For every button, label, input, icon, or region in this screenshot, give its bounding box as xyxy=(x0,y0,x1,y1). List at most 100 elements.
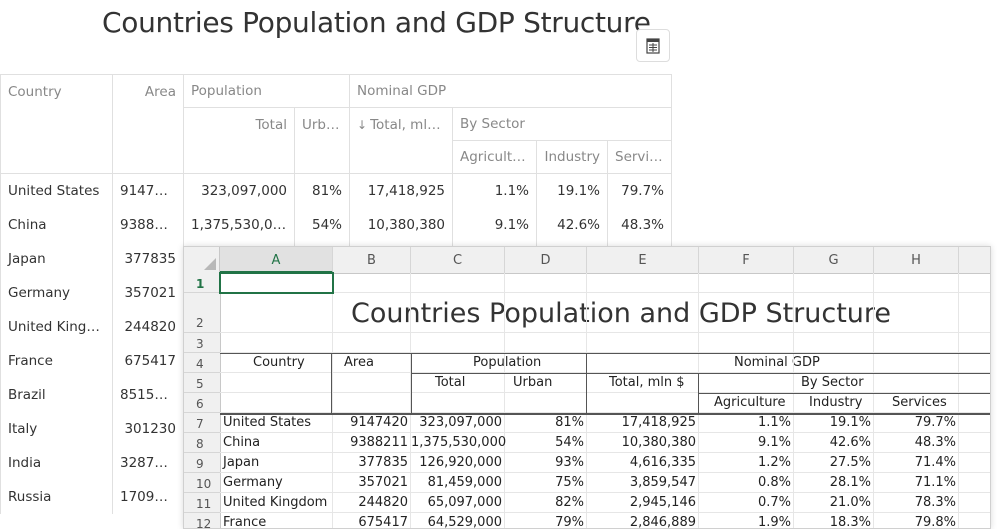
table-row[interactable]: China 9388211 1,375,530,000 54% 10,380,380 9.… xyxy=(0,207,672,242)
grid-cell-area[interactable]: 9388211 xyxy=(112,207,184,242)
sheet-cell[interactable]: 9388211 xyxy=(350,435,408,450)
column-header-country[interactable]: Country xyxy=(0,74,113,174)
grid-cell-country[interactable]: India xyxy=(0,445,113,480)
sheet-cell[interactable]: 675417 xyxy=(358,515,408,529)
sheet-cell[interactable]: 2,846,889 xyxy=(629,515,696,529)
sheet-cell[interactable]: 9147420 xyxy=(350,415,408,430)
column-header-total[interactable]: Total xyxy=(183,107,295,174)
column-header-c[interactable]: C xyxy=(411,247,505,273)
sheet-cell[interactable]: 79% xyxy=(555,515,584,529)
grid-cell-country[interactable]: France xyxy=(0,343,113,378)
sheet-cell[interactable]: 4,616,335 xyxy=(629,455,696,470)
grid-cell-ind[interactable]: 19.1% xyxy=(536,173,608,208)
sheet-cell[interactable]: 10,380,380 xyxy=(621,435,696,450)
sheet-cell[interactable]: 79.7% xyxy=(914,415,956,430)
column-header-services[interactable]: Services xyxy=(606,140,672,174)
column-header-g[interactable]: G xyxy=(794,247,874,273)
grid-cell-country[interactable]: Germany xyxy=(0,275,113,310)
sheet-cell[interactable]: 17,418,925 xyxy=(621,415,696,430)
grid-cell-agr[interactable]: 1.1% xyxy=(452,173,537,208)
sheet-cell[interactable]: 244820 xyxy=(358,495,408,510)
row-header-10[interactable]: 10 xyxy=(184,473,220,493)
grid-cell-country[interactable]: Brazil xyxy=(0,377,113,412)
sheet-cell[interactable]: 9.1% xyxy=(757,435,791,450)
sheet-cell[interactable]: 1.1% xyxy=(757,415,791,430)
sheet-cell[interactable]: 377835 xyxy=(358,455,408,470)
grid-cell-country[interactable]: United Kingd... xyxy=(0,309,113,344)
grid-cell-country[interactable]: Japan xyxy=(0,241,113,276)
sheet-cell[interactable]: 3,859,547 xyxy=(629,475,696,490)
row-header-3[interactable]: 3 xyxy=(184,333,220,353)
column-header-area[interactable]: Area xyxy=(112,74,184,174)
sheet-cell[interactable]: 126,920,000 xyxy=(419,455,502,470)
grid-cell-area[interactable]: 17098242 xyxy=(112,479,184,514)
column-header-d[interactable]: D xyxy=(505,247,587,273)
row-header-7[interactable]: 7 xyxy=(184,413,220,433)
grid-cell-country[interactable]: United States xyxy=(0,173,113,208)
column-header-b[interactable]: B xyxy=(333,247,411,273)
sheet-cell[interactable]: United Kingdom xyxy=(223,495,328,510)
grid-cell-area[interactable]: 675417 xyxy=(112,343,184,378)
sheet-cell[interactable]: 81% xyxy=(555,415,584,430)
sheet-cell[interactable]: 81,459,000 xyxy=(427,475,502,490)
grid-cell-agr[interactable]: 9.1% xyxy=(452,207,537,242)
sheet-cell[interactable]: 82% xyxy=(555,495,584,510)
column-header-f[interactable]: F xyxy=(699,247,794,273)
grid-cell-urban[interactable]: 54% xyxy=(294,207,350,242)
sheet-cell[interactable]: 71.1% xyxy=(914,475,956,490)
sheet-cell[interactable]: 79.8% xyxy=(914,515,956,529)
grid-cell-country[interactable]: Russia xyxy=(0,479,113,514)
export-xlsx-button[interactable] xyxy=(636,29,670,62)
sheet-cell[interactable]: 27.5% xyxy=(829,455,871,470)
row-header-2[interactable]: 2 xyxy=(184,293,220,333)
sheet-cell[interactable]: 1,375,530,000 xyxy=(411,435,507,450)
grid-cell-total[interactable]: 323,097,000 xyxy=(183,173,295,208)
sheet-cell[interactable]: Japan xyxy=(223,455,260,470)
grid-cell-urban[interactable]: 81% xyxy=(294,173,350,208)
grid-cell-area[interactable]: 3287590 xyxy=(112,445,184,480)
sheet-cell[interactable]: United States xyxy=(223,415,312,430)
sheet-cell[interactable]: 48.3% xyxy=(914,435,956,450)
grid-cell-area[interactable]: 244820 xyxy=(112,309,184,344)
sheet-cell[interactable]: 65,097,000 xyxy=(427,495,502,510)
row-header-9[interactable]: 9 xyxy=(184,453,220,473)
column-header-industry[interactable]: Industry xyxy=(536,140,608,174)
row-header-1[interactable]: 1 xyxy=(184,273,220,293)
sheet-cell[interactable]: 28.1% xyxy=(829,475,871,490)
grid-cell-total[interactable]: 1,375,530,000 xyxy=(183,207,295,242)
sheet-cell[interactable]: 0.8% xyxy=(757,475,791,490)
grid-cell-area[interactable]: 9147420 xyxy=(112,173,184,208)
sheet-cell[interactable]: 19.1% xyxy=(829,415,871,430)
grid-cell-gdp[interactable]: 17,418,925 xyxy=(349,173,453,208)
row-header-12[interactable]: 12 xyxy=(184,513,220,528)
selected-cell-a1[interactable] xyxy=(219,272,334,294)
grid-cell-gdp[interactable]: 10,380,380 xyxy=(349,207,453,242)
sheet-cell[interactable]: 42.6% xyxy=(829,435,871,450)
sheet-cell[interactable]: 78.3% xyxy=(914,495,956,510)
sheet-cell[interactable]: 0.7% xyxy=(757,495,791,510)
row-header-6[interactable]: 6 xyxy=(184,393,220,413)
sheet-cell[interactable]: 64,529,000 xyxy=(427,515,502,529)
column-header-e[interactable]: E xyxy=(587,247,699,273)
sheet-cells[interactable]: Countries Population and GDP Structure C… xyxy=(219,272,990,529)
sheet-cell[interactable]: 21.0% xyxy=(829,495,871,510)
grid-cell-area[interactable]: 357021 xyxy=(112,275,184,310)
sheet-cell[interactable]: 18.3% xyxy=(829,515,871,529)
sheet-cell[interactable]: China xyxy=(223,435,261,450)
grid-cell-svc[interactable]: 79.7% xyxy=(606,173,672,208)
column-header-urban[interactable]: Urban xyxy=(294,107,350,174)
sheet-cell[interactable]: 323,097,000 xyxy=(419,415,502,430)
grid-cell-country[interactable]: Italy xyxy=(0,411,113,446)
sheet-cell[interactable]: 71.4% xyxy=(914,455,956,470)
sheet-cell[interactable]: 1.2% xyxy=(757,455,791,470)
select-all-corner[interactable] xyxy=(184,247,220,273)
sheet-cell[interactable]: 75% xyxy=(555,475,584,490)
column-header-gdp-total[interactable]: ↓ Total, mln $ xyxy=(349,107,453,174)
sheet-cell[interactable]: 54% xyxy=(555,435,584,450)
row-header-4[interactable]: 4 xyxy=(184,353,220,373)
sheet-cell[interactable]: 357021 xyxy=(358,475,408,490)
column-header-agriculture[interactable]: Agriculture xyxy=(452,140,537,174)
grid-cell-area[interactable]: 8515767 xyxy=(112,377,184,412)
grid-cell-country[interactable]: China xyxy=(0,207,113,242)
sheet-cell[interactable]: 93% xyxy=(555,455,584,470)
